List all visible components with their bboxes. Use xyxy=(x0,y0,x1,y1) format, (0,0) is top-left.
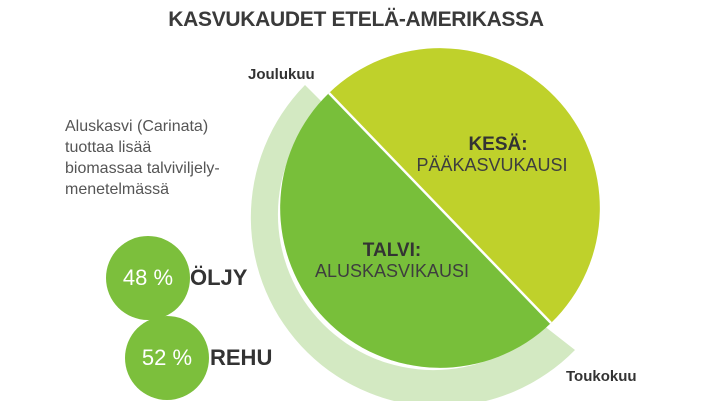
note-line: biomassaa talviviljely- xyxy=(65,160,220,177)
winter-label: ALUSKASVIKAUSI xyxy=(315,261,469,281)
start-month-label: Joulukuu xyxy=(248,66,315,83)
feed-share-value: 52 % xyxy=(141,345,193,370)
summer-half xyxy=(329,48,600,323)
winter-season-ring xyxy=(250,85,575,401)
undercrop-note: Aluskasvi (Carinata) tuottaa lisää bioma… xyxy=(65,116,265,200)
end-month-label: Toukokuu xyxy=(566,368,637,385)
note-line: menetelmässä xyxy=(65,181,170,198)
page-title: KASVUKAUDET ETELÄ-AMERIKASSA xyxy=(168,8,544,31)
winter-half xyxy=(280,93,551,368)
winter-heading: TALVI: xyxy=(363,240,421,261)
oil-share-badge: 48 % xyxy=(106,236,190,320)
note-line: tuottaa lisää xyxy=(65,139,152,156)
season-divider xyxy=(328,92,552,324)
note-line: Aluskasvi (Carinata) xyxy=(65,118,209,135)
summer-label: PÄÄKASVUKAUSI xyxy=(416,155,567,175)
summer-heading: KESÄ: xyxy=(468,134,527,155)
oil-share-label: ÖLJY xyxy=(190,265,248,290)
feed-share-label: REHU xyxy=(210,345,273,370)
feed-share-badge: 52 % xyxy=(125,316,209,400)
oil-share-value: 48 % xyxy=(122,265,174,290)
